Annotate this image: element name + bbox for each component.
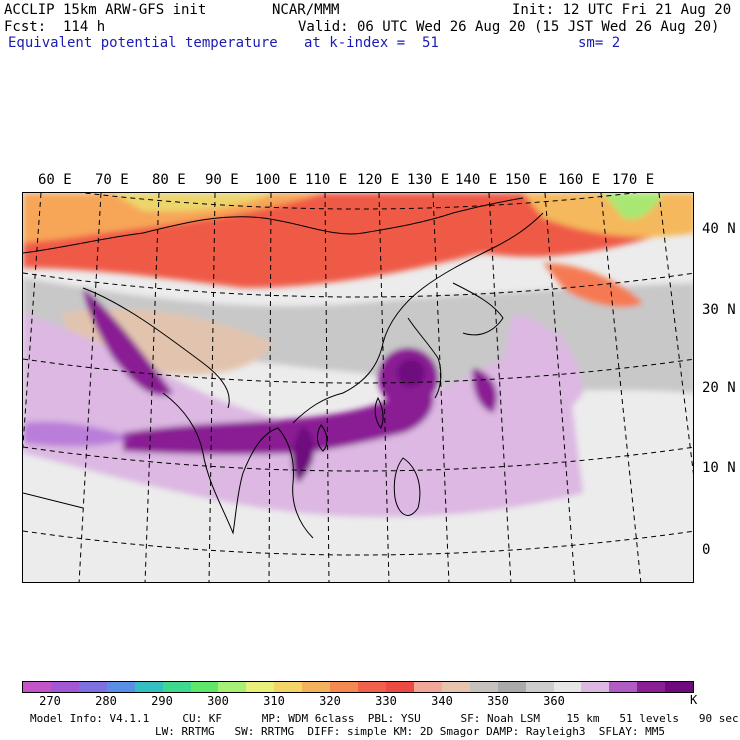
colorbar-swatch <box>23 682 51 692</box>
colorbar-tick-label: 270 <box>39 694 61 708</box>
longitude-label: 90 E <box>205 172 239 188</box>
latitude-label: 20 N <box>702 380 736 396</box>
colorbar-swatch <box>581 682 610 692</box>
model-info-line2: LW: RRTMG SW: RRTMG DIFF: simple KM: 2D … <box>155 725 665 738</box>
colorbar-tick-label: 310 <box>263 694 285 708</box>
colorbar-swatch <box>385 682 414 692</box>
latitude-label: 0 <box>702 542 711 558</box>
colorbar-swatch <box>637 682 666 692</box>
colorbar-unit: K <box>690 693 698 707</box>
colorbar-swatch <box>218 682 247 692</box>
colorbar-tick-label: 290 <box>151 694 173 708</box>
latitude-label: 40 N <box>702 221 736 237</box>
longitude-label: 170 E <box>612 172 655 188</box>
colorbar-swatch <box>413 682 442 692</box>
colorbar-tick-label: 300 <box>207 694 229 708</box>
valid-time: Valid: 06 UTC Wed 26 Aug 20 (15 JST Wed … <box>298 19 720 35</box>
field-shading <box>23 193 693 517</box>
init-time: Init: 12 UTC Fri 21 Aug 20 <box>512 2 732 18</box>
colorbar-swatch <box>609 682 638 692</box>
model-info-line1: Model Info: V4.1.1 CU: KF MP: WDM 6class… <box>30 712 739 725</box>
colorbar <box>22 681 694 693</box>
colorbar-swatch <box>497 682 526 692</box>
colorbar-swatch <box>525 682 554 692</box>
colorbar-swatch <box>469 682 498 692</box>
coastlines <box>23 197 544 539</box>
latitude-label: 10 N <box>702 460 736 476</box>
center-name: NCAR/MMM <box>272 2 340 18</box>
colorbar-tick-label: 330 <box>375 694 397 708</box>
longitude-label: 130 E <box>407 172 450 188</box>
colorbar-tick-label: 340 <box>431 694 453 708</box>
colorbar-swatch <box>665 682 694 692</box>
colorbar-swatch <box>162 682 191 692</box>
longitude-label: 140 E <box>455 172 498 188</box>
graticule <box>23 193 693 582</box>
forecast-hour: Fcst: 114 h <box>4 19 106 35</box>
field-name: Equivalent potential temperature <box>8 35 278 51</box>
longitude-label: 80 E <box>152 172 186 188</box>
map-panel <box>22 192 694 583</box>
colorbar-swatch <box>246 682 275 692</box>
longitude-label: 150 E <box>505 172 548 188</box>
colorbar-swatch <box>190 682 219 692</box>
title-left: ACCLIP 15km ARW-GFS init <box>4 2 207 18</box>
colorbar-swatch <box>358 682 386 692</box>
longitude-label: 70 E <box>95 172 129 188</box>
longitude-label: 110 E <box>305 172 348 188</box>
level-info: at k-index = 51 <box>304 35 439 51</box>
colorbar-swatch <box>50 682 79 692</box>
colorbar-tick-label: 360 <box>543 694 565 708</box>
latitude-label: 30 N <box>702 302 736 318</box>
colorbar-swatch <box>78 682 107 692</box>
colorbar-tick-label: 350 <box>487 694 509 708</box>
colorbar-swatch <box>330 682 359 692</box>
colorbar-tick-label: 320 <box>319 694 341 708</box>
longitude-label: 100 E <box>255 172 298 188</box>
colorbar-tick-label: 280 <box>95 694 117 708</box>
theta-e-map <box>23 193 693 582</box>
longitude-label: 60 E <box>38 172 72 188</box>
colorbar-swatch <box>106 682 135 692</box>
longitude-label: 160 E <box>558 172 601 188</box>
colorbar-swatch <box>274 682 303 692</box>
colorbar-swatch <box>134 682 163 692</box>
colorbar-swatch <box>302 682 331 692</box>
smoothing-info: sm= 2 <box>578 35 621 51</box>
colorbar-swatch <box>553 682 582 692</box>
longitude-label: 120 E <box>357 172 400 188</box>
colorbar-swatch <box>441 682 470 692</box>
